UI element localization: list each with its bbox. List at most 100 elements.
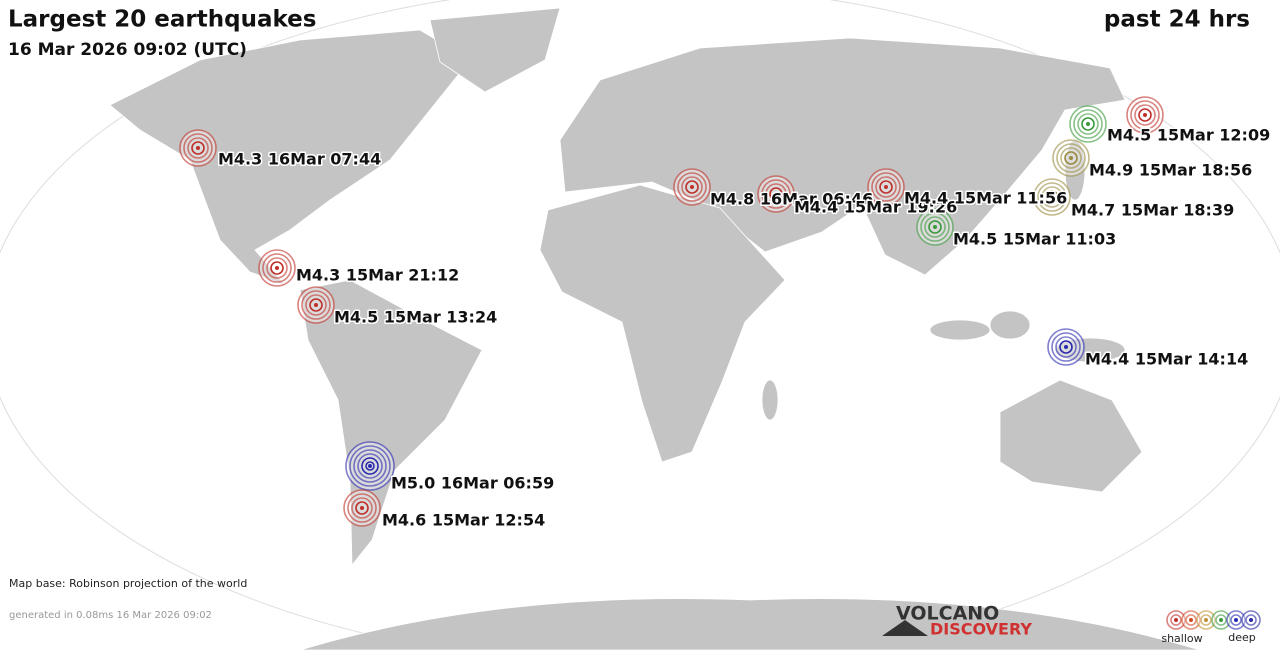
legend-shallow: shallow xyxy=(1161,632,1202,645)
ring xyxy=(183,133,213,163)
ring xyxy=(1241,610,1261,630)
ring xyxy=(1069,105,1107,143)
ring xyxy=(1138,108,1152,122)
ring xyxy=(1211,610,1231,630)
quake-marker xyxy=(179,129,217,167)
ring xyxy=(301,290,331,320)
quake-label: M4.7 15Mar 18:39 xyxy=(1071,201,1234,220)
ring xyxy=(765,183,787,205)
quake-label: M4.9 15Mar 18:56 xyxy=(1089,161,1252,180)
quake-marker xyxy=(916,208,954,246)
ring xyxy=(1134,104,1156,126)
ring xyxy=(179,129,217,167)
ring xyxy=(1204,618,1208,622)
ring xyxy=(270,261,284,275)
ring xyxy=(871,172,901,202)
ring xyxy=(1055,336,1077,358)
ring xyxy=(1196,610,1216,630)
ring xyxy=(685,180,699,194)
ring xyxy=(368,464,372,468)
title: Largest 20 earthquakes xyxy=(8,7,316,33)
quake-marker xyxy=(258,249,296,287)
quake-marker xyxy=(867,168,905,206)
ring xyxy=(360,506,364,510)
quake-marker xyxy=(673,168,711,206)
quake-label: M4.4 15Mar 14:14 xyxy=(1085,350,1248,369)
ring xyxy=(1245,614,1257,626)
ring xyxy=(343,489,381,527)
quake-label: M4.4 15Mar 11:56 xyxy=(904,189,1067,208)
ring xyxy=(1056,143,1086,173)
ring xyxy=(1249,618,1253,622)
ring xyxy=(262,253,292,283)
logo-top: VOLCANO xyxy=(896,603,999,625)
quake-labels: M4.3 16Mar 07:44 M4.3 15Mar 21:12 M4.5 1… xyxy=(217,124,1272,531)
legend-marker xyxy=(1196,610,1216,630)
ring xyxy=(677,172,707,202)
ring xyxy=(875,176,897,198)
depth-legend: shallow deep xyxy=(1161,610,1261,645)
ring xyxy=(1234,618,1238,622)
land xyxy=(109,7,1201,650)
ring xyxy=(690,185,694,189)
ring xyxy=(1047,328,1085,366)
ring xyxy=(673,168,711,206)
ring xyxy=(297,286,335,324)
ring xyxy=(1189,618,1193,622)
ring xyxy=(1060,147,1082,169)
quake-marker xyxy=(1052,139,1090,177)
ring xyxy=(1064,151,1078,165)
quake-label: M4.3 15Mar 21:12 xyxy=(296,266,459,285)
ring xyxy=(879,180,893,194)
ring xyxy=(1170,614,1182,626)
quake-marker xyxy=(1126,96,1164,134)
ring xyxy=(314,303,318,307)
legend-marker xyxy=(1226,610,1246,630)
legend-marker xyxy=(1181,610,1201,630)
ring xyxy=(353,449,387,483)
ring xyxy=(1130,100,1160,130)
ring xyxy=(1045,190,1059,204)
markers xyxy=(179,96,1164,527)
quake-label: M4.3 16Mar 07:44 xyxy=(218,150,381,169)
ring xyxy=(1219,618,1223,622)
legend-deep: deep xyxy=(1228,631,1256,644)
ring xyxy=(774,192,778,196)
ring xyxy=(1185,614,1197,626)
ring xyxy=(347,493,377,523)
legend-marker xyxy=(1166,610,1186,630)
ring xyxy=(1166,610,1186,630)
ring xyxy=(1069,156,1073,160)
ring xyxy=(305,294,327,316)
ring xyxy=(761,179,791,209)
subtitle: 16 Mar 2026 09:02 (UTC) xyxy=(8,40,247,60)
quake-marker xyxy=(757,175,795,213)
ring xyxy=(928,220,942,234)
ring xyxy=(1226,610,1246,630)
ring xyxy=(1041,186,1063,208)
ring xyxy=(266,257,288,279)
ring xyxy=(1077,113,1099,135)
ring xyxy=(357,453,383,479)
ring xyxy=(1052,139,1090,177)
ring xyxy=(1059,340,1073,354)
ring xyxy=(1050,195,1054,199)
quake-label: M4.6 15Mar 12:54 xyxy=(382,511,545,530)
quake-marker xyxy=(345,441,395,491)
quake-label: M4.5 15Mar 13:24 xyxy=(334,308,497,327)
ring xyxy=(196,146,200,150)
ring xyxy=(349,445,391,487)
ring xyxy=(1174,618,1178,622)
ring xyxy=(1064,345,1068,349)
logo-bottom: DISCOVERY xyxy=(930,620,1032,639)
quake-label: M4.4 15Mar 19:26 xyxy=(794,198,957,217)
logo: VOLCANO DISCOVERY xyxy=(882,603,1032,639)
ring xyxy=(361,457,379,475)
ring xyxy=(916,208,954,246)
ring xyxy=(769,187,783,201)
quake-label: M5.0 16Mar 06:59 xyxy=(391,474,554,493)
ring xyxy=(1081,117,1095,131)
ring xyxy=(1051,332,1081,362)
